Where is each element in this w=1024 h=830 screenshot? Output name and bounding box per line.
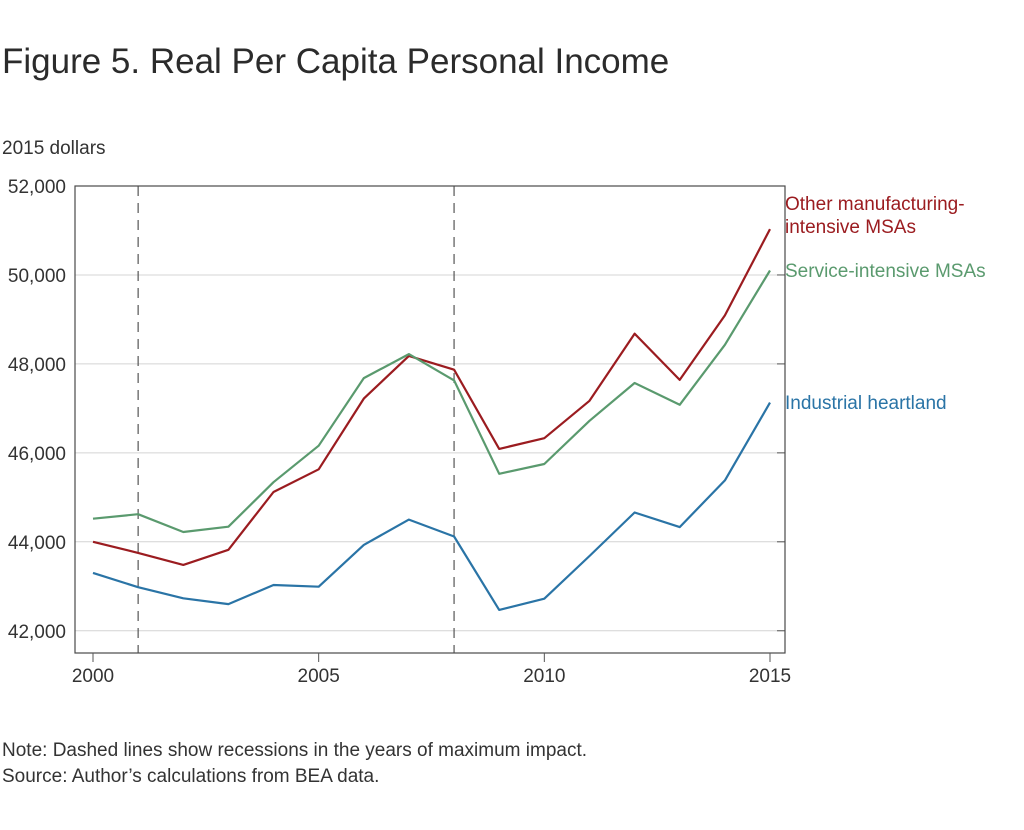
x-tick-label: 2000: [72, 666, 114, 687]
y-axis-units-label: 2015 dollars: [2, 138, 106, 159]
series-layer: [92, 228, 771, 612]
source-text: Source: Author’s calculations from BEA d…: [2, 766, 380, 787]
series-label-0: Other manufacturing-intensive MSAs: [785, 194, 965, 238]
series-label-2: Industrial heartland: [785, 393, 947, 414]
series-label-line: Service-intensive MSAs: [785, 261, 986, 282]
y-tick-label: 42,000: [8, 622, 66, 643]
chart-footnote: Note: Dashed lines show recessions in th…: [2, 738, 587, 790]
y-tick-label: 50,000: [8, 266, 66, 287]
series-label-line: Industrial heartland: [785, 393, 947, 414]
series-label-1: Service-intensive MSAs: [785, 261, 986, 282]
y-tick-label: 44,000: [8, 533, 66, 554]
grid-layer: [75, 274, 785, 632]
series-line-2: [92, 402, 771, 612]
series-line-0: [92, 228, 771, 567]
x-tick-label: 2015: [749, 666, 791, 687]
chart-title: Figure 5. Real Per Capita Personal Incom…: [2, 42, 670, 81]
recession-layer: [137, 186, 455, 653]
y-tick-label: 46,000: [8, 444, 66, 465]
series-label-line: Other manufacturing-: [785, 194, 965, 215]
y-tick-label: 52,000: [8, 177, 66, 198]
series-label-line: intensive MSAs: [785, 217, 916, 238]
x-tick-label: 2010: [523, 666, 565, 687]
labels-layer: Other manufacturing-intensive MSAs Servic…: [785, 194, 986, 414]
note-text: Note: Dashed lines show recessions in th…: [2, 740, 588, 761]
x-tick-label: 2005: [298, 666, 340, 687]
y-tick-label: 48,000: [8, 355, 66, 376]
axes-layer: 42,000 44,000 46,000 48,000 50,000 52,000 2000…: [8, 177, 791, 687]
series-line-1: [92, 269, 771, 534]
line-chart: 42,000 44,000 46,000 48,000 50,000 52,000 2000…: [8, 177, 986, 687]
plot-frame: [74, 185, 786, 654]
